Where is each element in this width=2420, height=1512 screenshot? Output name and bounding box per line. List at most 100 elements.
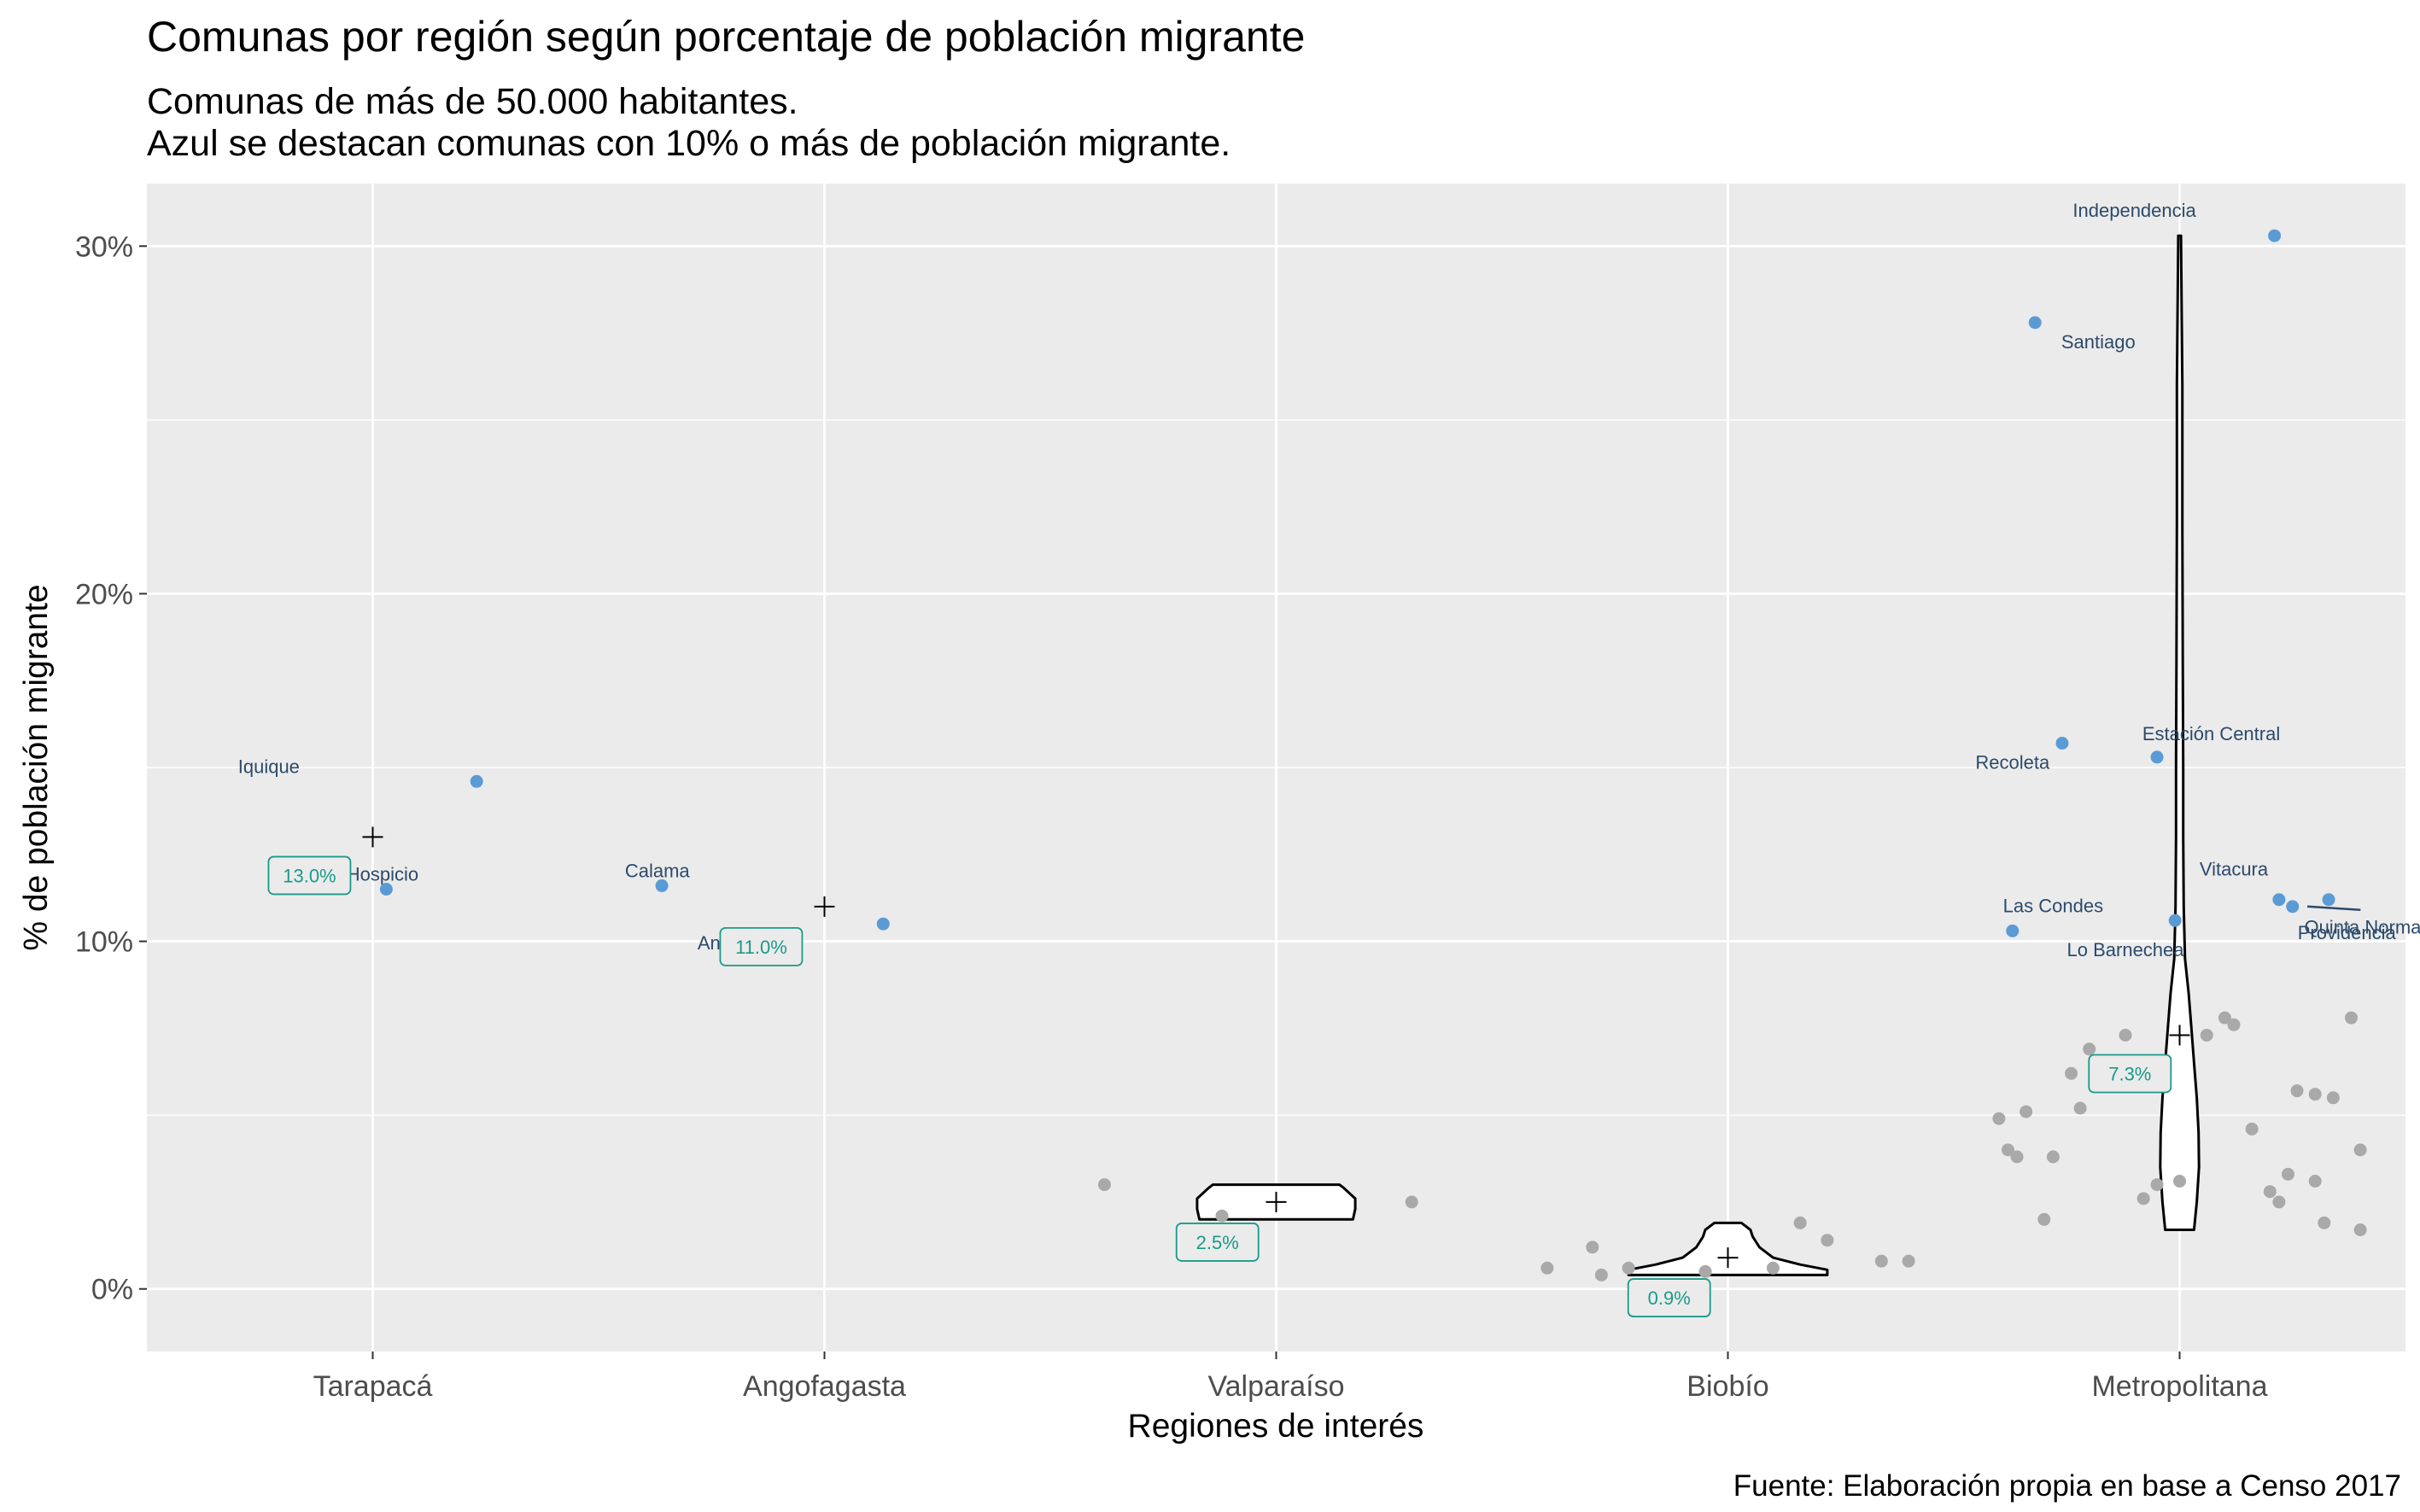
point-commune [1821, 1234, 1834, 1247]
commune-label: Santiago [2061, 331, 2136, 353]
commune-label: Recoleta [1975, 752, 2050, 774]
point-commune [2263, 1185, 2277, 1199]
point-commune [2345, 1011, 2359, 1025]
point-commune [1540, 1261, 1554, 1275]
commune-label: Providencia [2298, 922, 2397, 943]
point-commune-highlighted [2028, 316, 2042, 330]
x-tick-label: Metropolitana [2091, 1370, 2267, 1403]
mean-label: 13.0% [283, 865, 336, 886]
chart-caption: Fuente: Elaboración propia en base a Cen… [1733, 1469, 2401, 1503]
point-commune [1992, 1112, 2006, 1125]
y-tick-label: 30% [75, 231, 133, 263]
commune-label: Iquique [238, 756, 300, 777]
point-commune-highlighted [2006, 924, 2020, 937]
point-commune-highlighted [470, 774, 483, 788]
point-commune [1766, 1261, 1780, 1275]
points-highlighted [379, 229, 2335, 937]
mean-markers [362, 826, 2190, 1269]
point-commune-highlighted [876, 917, 890, 931]
point-commune [2200, 1029, 2213, 1042]
point-commune-highlighted [2168, 914, 2182, 927]
mean-label: 11.0% [735, 937, 787, 958]
x-tick-label: Valparaíso [1207, 1370, 1344, 1403]
point-commune [2353, 1143, 2367, 1157]
mean-label-box [1627, 1278, 1711, 1317]
point-commune-highlighted [2286, 900, 2300, 914]
mean-labels: 13.0% 11.0% 2.5% 0.9% 7.3% [267, 855, 2172, 1317]
mean-label-box [267, 855, 352, 896]
point-commune [2073, 1101, 2087, 1115]
point-commune [2136, 1192, 2150, 1206]
mean-label-box [2088, 1054, 2172, 1094]
commune-label: Quinta Normal [2304, 917, 2420, 938]
x-tick-label: Angofagasta [743, 1370, 906, 1403]
point-commune [2218, 1011, 2231, 1025]
point-commune [2119, 1029, 2132, 1042]
commune-label: Independencia [2072, 200, 2196, 221]
commune-label: Las Condes [2003, 895, 2103, 916]
commune-label: Lo Barnechea [2067, 939, 2185, 960]
point-commune [2020, 1105, 2033, 1118]
point-commune [1405, 1195, 1418, 1209]
mean-label-box [1175, 1223, 1260, 1262]
commune-label: Vitacura [2200, 859, 2269, 880]
point-commune [1622, 1261, 1635, 1275]
mean-label: 2.5% [1196, 1232, 1239, 1253]
point-commune-highlighted [2268, 229, 2282, 242]
point-commune [1793, 1216, 1807, 1229]
x-axis-label: Regiones de interés [1128, 1408, 1424, 1445]
chart-subtitle-line1: Comunas de más de 50.000 habitantes. [147, 81, 798, 122]
point-commune [2150, 1178, 2164, 1192]
point-commune-highlighted [2150, 750, 2164, 764]
mean-label-box [719, 926, 804, 966]
point-commune [1902, 1254, 1915, 1268]
point-commune [2046, 1150, 2060, 1164]
y-axis-label: % de población migrante [18, 584, 55, 950]
point-commune [1698, 1264, 1712, 1278]
point-commune [2308, 1175, 2322, 1188]
y-tick-label: 10% [75, 926, 133, 959]
commune-label: Calama [625, 860, 691, 881]
point-commune [2281, 1167, 2294, 1181]
point-commune-highlighted [2272, 893, 2286, 907]
mean-label: 0.9% [1648, 1287, 1691, 1309]
point-commune [2010, 1150, 2024, 1164]
point-commune [1097, 1178, 1111, 1192]
point-commune [2227, 1018, 2241, 1031]
point-commune-highlighted [2322, 893, 2335, 907]
label-leader-lines [2306, 905, 2361, 911]
point-commune-highlighted [2055, 737, 2069, 750]
point-commune [2353, 1223, 2367, 1236]
y-tick-label: 0% [91, 1274, 133, 1306]
point-commune [2290, 1084, 2304, 1098]
point-commune [2083, 1042, 2096, 1056]
point-commune-highlighted [379, 883, 393, 896]
mean-label: 7.3% [2108, 1064, 2151, 1085]
point-commune [2318, 1216, 2331, 1229]
point-commune [1215, 1209, 1229, 1223]
point-commune [2326, 1091, 2340, 1105]
point-commune [2245, 1122, 2259, 1135]
label-leader-line [2306, 905, 2361, 911]
point-commune [2001, 1143, 2014, 1157]
point-commune [1594, 1268, 1608, 1281]
point-commune [2065, 1066, 2078, 1080]
chart-title: Comunas por región según porcentaje de p… [147, 13, 1305, 61]
x-axis-ticks: Tarapacá Angofagasta Valparaíso Biobío Metro… [313, 1351, 2268, 1403]
point-commune [2272, 1195, 2286, 1209]
point-commune [2037, 1212, 2051, 1226]
commune-label: Estación Central [2142, 723, 2280, 744]
point-commune [2173, 1175, 2186, 1188]
point-commune [1874, 1254, 1888, 1268]
y-axis-ticks: 0% 10% 20% 30% [75, 231, 147, 1306]
point-commune [1586, 1241, 1599, 1254]
grid-major [147, 184, 2405, 1351]
point-commune-highlighted [655, 879, 669, 892]
chart-subtitle-line2: Azul se destacan comunas con 10% o más d… [147, 123, 1230, 164]
point-commune [2308, 1088, 2322, 1101]
y-tick-label: 20% [75, 578, 133, 610]
x-tick-label: Biobío [1686, 1370, 1768, 1403]
x-tick-label: Tarapacá [313, 1370, 433, 1403]
